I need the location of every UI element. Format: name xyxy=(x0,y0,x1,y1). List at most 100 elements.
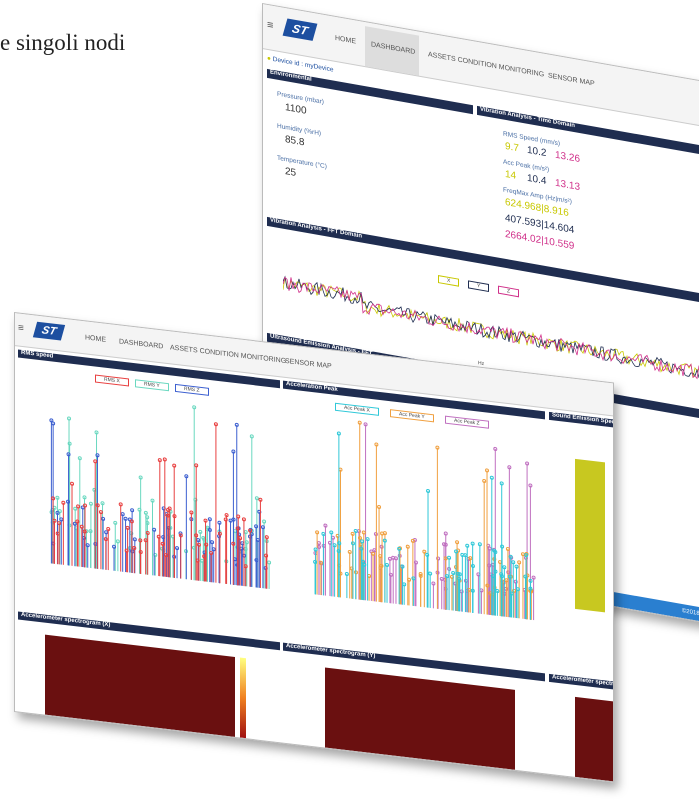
slide: e singoli nodi ≡ ST HOME DASHBOARD ASSET… xyxy=(0,0,699,805)
decoration xyxy=(440,577,443,580)
decoration xyxy=(96,454,99,457)
nav-item[interactable]: DASHBOARD xyxy=(119,338,163,350)
decoration xyxy=(469,557,472,560)
page: e singoli nodi ≡ ST HOME DASHBOARD ASSET… xyxy=(0,0,699,805)
decoration xyxy=(139,476,142,479)
nav-item[interactable]: HOME xyxy=(335,35,356,46)
vib-value: 9.7 xyxy=(505,141,519,154)
decoration xyxy=(208,518,211,521)
decoration xyxy=(364,423,367,426)
decoration xyxy=(464,554,467,557)
decoration xyxy=(95,431,98,434)
vib-value: 13.26 xyxy=(555,150,580,165)
decoration xyxy=(68,417,71,420)
decoration xyxy=(71,482,74,485)
decoration xyxy=(339,468,342,471)
decoration xyxy=(483,479,486,482)
decoration xyxy=(204,519,207,522)
decoration xyxy=(229,519,232,522)
legend-item: Acc Peak X xyxy=(335,403,379,416)
legend-item: RMS Z xyxy=(175,384,209,396)
nav-item[interactable]: HOME xyxy=(85,334,106,343)
env-label: Humidity (%rH) xyxy=(277,123,321,138)
vib-value: 10.2 xyxy=(527,145,546,159)
decoration xyxy=(83,496,86,499)
decoration xyxy=(499,560,502,563)
decoration xyxy=(94,460,97,463)
nav-item[interactable]: SENSOR MAP xyxy=(548,72,595,87)
decoration xyxy=(255,525,258,528)
legend-item: Acc Peak Z xyxy=(445,416,489,429)
vib-value: 10.4 xyxy=(527,173,546,187)
decoration xyxy=(490,476,493,479)
env-value: 25 xyxy=(285,166,296,179)
decoration xyxy=(351,532,354,535)
footer-text: ©2018 - STMi xyxy=(682,608,699,621)
decoration xyxy=(354,529,357,532)
decoration xyxy=(190,511,193,514)
decoration xyxy=(366,537,369,540)
slide-text: e singoli nodi xyxy=(0,30,125,56)
decoration xyxy=(225,513,228,516)
spectrogram xyxy=(45,635,235,737)
decoration xyxy=(445,574,448,577)
decoration xyxy=(86,544,89,547)
decoration xyxy=(378,505,381,508)
decoration xyxy=(392,556,395,559)
nav-item[interactable]: ASSETS CONDITION MONITORING xyxy=(170,344,286,365)
decoration xyxy=(526,462,529,465)
decoration xyxy=(444,532,447,535)
decoration xyxy=(211,541,214,544)
decoration xyxy=(235,423,238,426)
decoration xyxy=(239,536,242,539)
decoration xyxy=(345,572,348,575)
panel-header: Accelerometer spectrogram (Y) xyxy=(283,643,545,682)
decoration xyxy=(512,561,515,564)
decoration xyxy=(124,517,127,520)
acc-plot xyxy=(310,414,540,631)
decoration xyxy=(316,531,319,534)
decoration xyxy=(518,561,521,564)
env-value: 1100 xyxy=(285,102,307,117)
sound-spectrogram xyxy=(575,459,605,613)
decoration xyxy=(427,489,430,492)
menu-icon: ≡ xyxy=(18,322,24,334)
legend-item: RMS Y xyxy=(135,379,169,391)
decoration xyxy=(372,552,375,555)
legend-item: RMS X xyxy=(95,375,129,387)
spectrogram xyxy=(575,697,613,781)
decoration xyxy=(331,536,334,539)
decoration xyxy=(173,464,176,467)
decoration xyxy=(509,555,512,558)
decoration xyxy=(52,422,55,425)
menu-icon: ≡ xyxy=(267,19,273,32)
decoration xyxy=(263,520,266,523)
env-value: 85.8 xyxy=(285,134,304,148)
decoration xyxy=(362,531,365,534)
legend-item: Acc Peak Y xyxy=(390,409,434,422)
decoration xyxy=(197,543,200,546)
decoration xyxy=(214,423,217,426)
decoration xyxy=(456,541,459,544)
panel-header: Accelerometer spectrogr xyxy=(549,674,613,690)
decoration xyxy=(529,484,532,487)
decoration xyxy=(261,526,264,529)
decoration xyxy=(461,553,464,556)
vib-value: 13.13 xyxy=(555,178,580,193)
decoration xyxy=(195,464,198,467)
decoration xyxy=(197,538,200,541)
decoration xyxy=(455,550,458,553)
decoration xyxy=(101,502,104,505)
decoration xyxy=(125,549,128,552)
logo: ST xyxy=(283,18,318,40)
color-scale xyxy=(240,658,246,739)
spectrogram xyxy=(325,668,515,770)
decoration xyxy=(161,542,164,545)
logo: ST xyxy=(33,322,65,341)
nav-item[interactable]: SENSOR MAP xyxy=(285,358,332,370)
vib-value: 14 xyxy=(505,169,516,182)
decoration xyxy=(133,546,136,549)
nav-item[interactable]: ASSETS CONDITION MONITORING xyxy=(428,51,544,78)
rms-plot xyxy=(45,383,275,600)
decoration xyxy=(89,502,92,505)
